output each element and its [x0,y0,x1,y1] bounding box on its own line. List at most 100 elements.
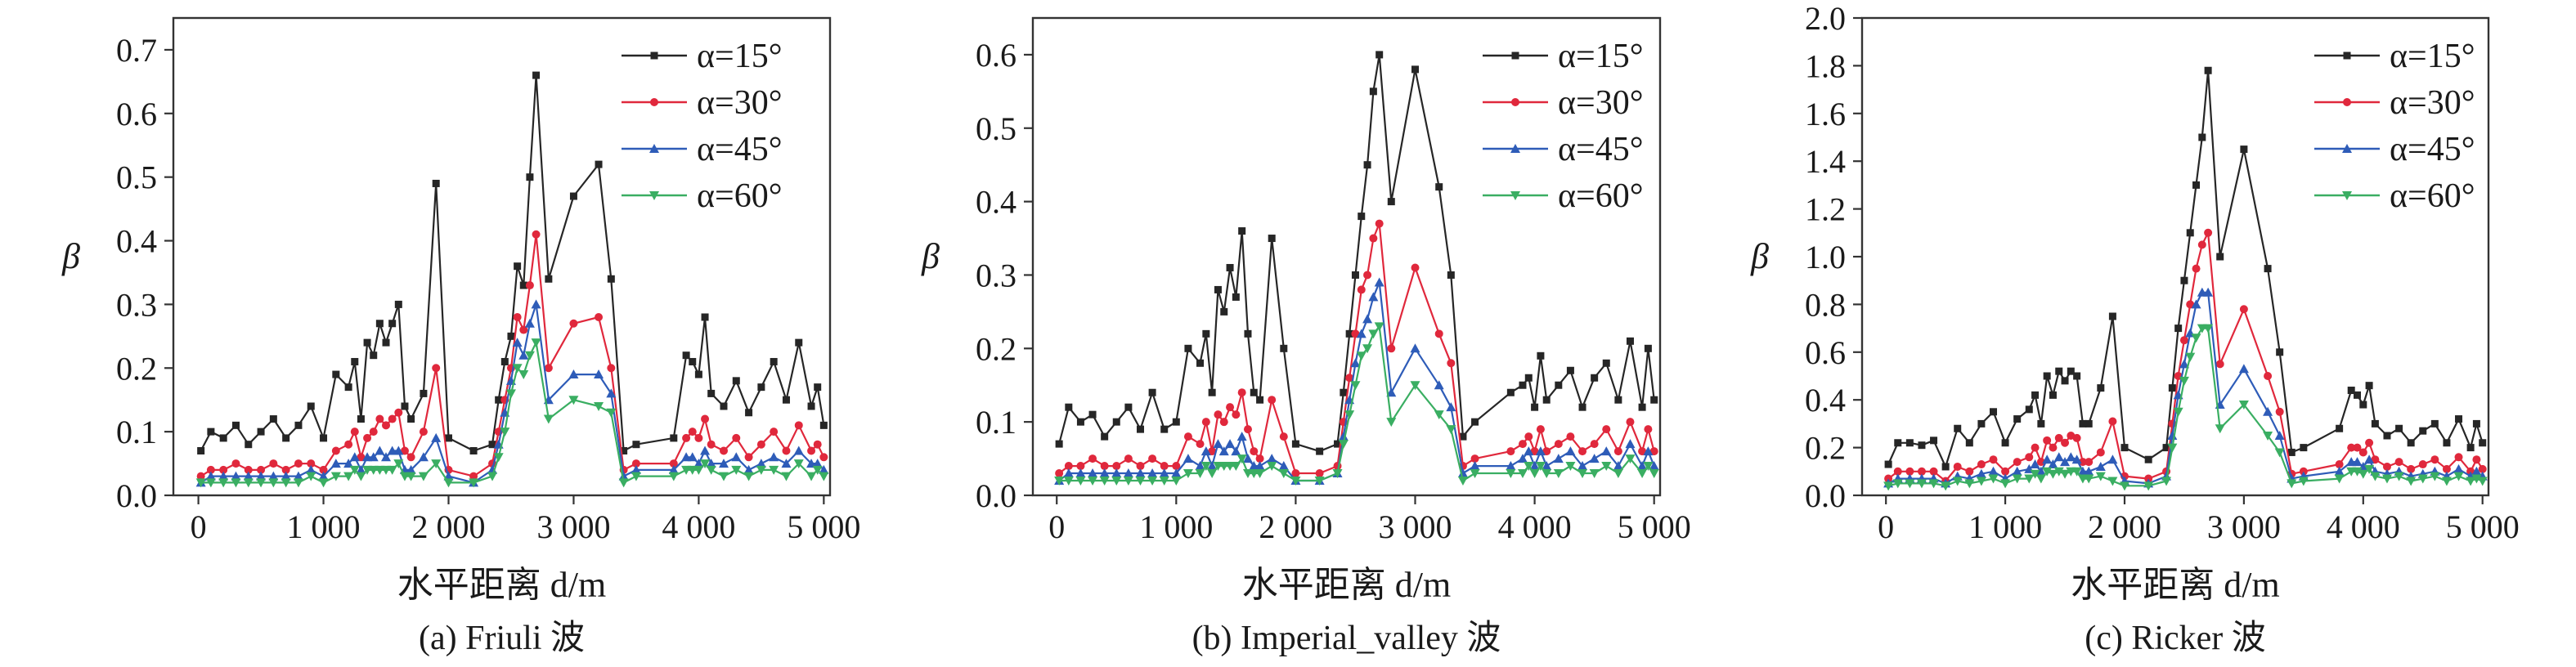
data-point [670,434,678,442]
data-point [1268,235,1276,243]
data-point [524,318,535,328]
x-tick-label: 3 000 [536,508,610,545]
data-point [1375,219,1384,228]
data-point [668,472,679,481]
data-point [770,357,778,365]
y-tick-label: 0.7 [116,32,157,69]
data-point [1369,234,1378,243]
data-point [2300,444,2308,452]
data-point [388,414,397,423]
series-3 [1883,324,2488,491]
data-point [432,179,440,187]
data-point [469,478,479,488]
data-point [281,465,290,474]
data-point [1099,468,1110,478]
data-point [2407,464,2416,473]
data-point [594,369,604,379]
data-point [770,428,779,436]
data-point [1905,479,1915,489]
data-point [1358,213,1366,221]
data-point [512,338,523,347]
data-point [406,464,416,474]
data-point [1344,410,1355,420]
data-point [1088,410,1097,419]
data-point [2453,463,2464,473]
data-point [2204,66,2212,74]
legend-entry: α=60° [1483,177,1644,215]
legend-label: α=45° [697,131,783,168]
data-point [1184,344,1192,352]
data-point [2407,439,2415,447]
data-point [1200,462,1211,472]
data-point [1232,293,1240,301]
y-tick-label: 0.5 [976,110,1016,147]
data-point [356,472,366,481]
data-point [1387,344,1396,353]
x-tick-label: 1 000 [1968,508,2042,545]
data-point [2071,467,2082,477]
legend-marker [2342,191,2352,200]
data-point [607,364,616,373]
panel-a: 0 1 000 2 000 3 000 4 000 5 000 0.0 0.1 0.2 0.3 0.… [61,16,860,657]
data-point [1172,462,1181,471]
data-point [620,446,628,454]
data-point [1565,446,1576,456]
data-point [1278,469,1289,479]
data-point [1524,374,1533,382]
data-point [1214,410,1223,419]
data-point [444,434,452,442]
plot-frame [172,16,832,497]
data-point [280,471,291,481]
data-point [2406,477,2417,486]
data-point [2240,145,2248,154]
y-tick-label: 0.0 [1805,477,1846,514]
data-point [1542,396,1551,404]
y-tick-label: 1.0 [1805,239,1846,275]
data-point [205,478,216,488]
data-point [769,452,779,462]
data-point [231,471,241,481]
data-point [731,465,742,475]
data-point [1529,469,1540,479]
data-point [1338,432,1349,441]
data-point [294,421,303,429]
legend-label: α=60° [2390,177,2475,215]
data-point [2215,424,2225,434]
data-point [495,396,503,404]
data-point [1964,479,1975,489]
data-point [381,452,392,462]
data-point [1884,460,1892,468]
data-point [1471,418,1479,426]
data-point [1195,461,1205,471]
data-point [2441,477,2452,486]
data-point [1159,477,1169,486]
data-point [1988,466,1999,476]
data-point [1214,285,1222,293]
data-point [2239,305,2248,314]
data-point [2048,469,2058,479]
data-point [2203,287,2214,297]
panel-caption: (a) Friuli 波 [419,620,585,657]
data-point [2144,455,2152,463]
data-point [1363,161,1371,169]
series-3 [1054,322,1659,486]
data-point [1160,425,1169,433]
y-tick-label: 0.6 [1805,334,1846,371]
data-point [362,452,373,462]
data-point [318,471,329,481]
data-point [1542,461,1552,471]
data-point [2191,334,2201,343]
data-point [1368,329,1379,339]
data-point [2395,424,2403,432]
data-point [1537,351,1545,360]
data-point [1553,454,1564,463]
data-point [1231,446,1241,456]
x-tick-label: 2 000 [411,508,485,545]
data-point [1136,425,1144,433]
data-point [2359,401,2367,409]
data-point [1649,447,1658,456]
data-point [2179,359,2189,369]
data-point [1088,477,1098,486]
data-point [632,441,640,449]
data-point [1065,403,1073,411]
